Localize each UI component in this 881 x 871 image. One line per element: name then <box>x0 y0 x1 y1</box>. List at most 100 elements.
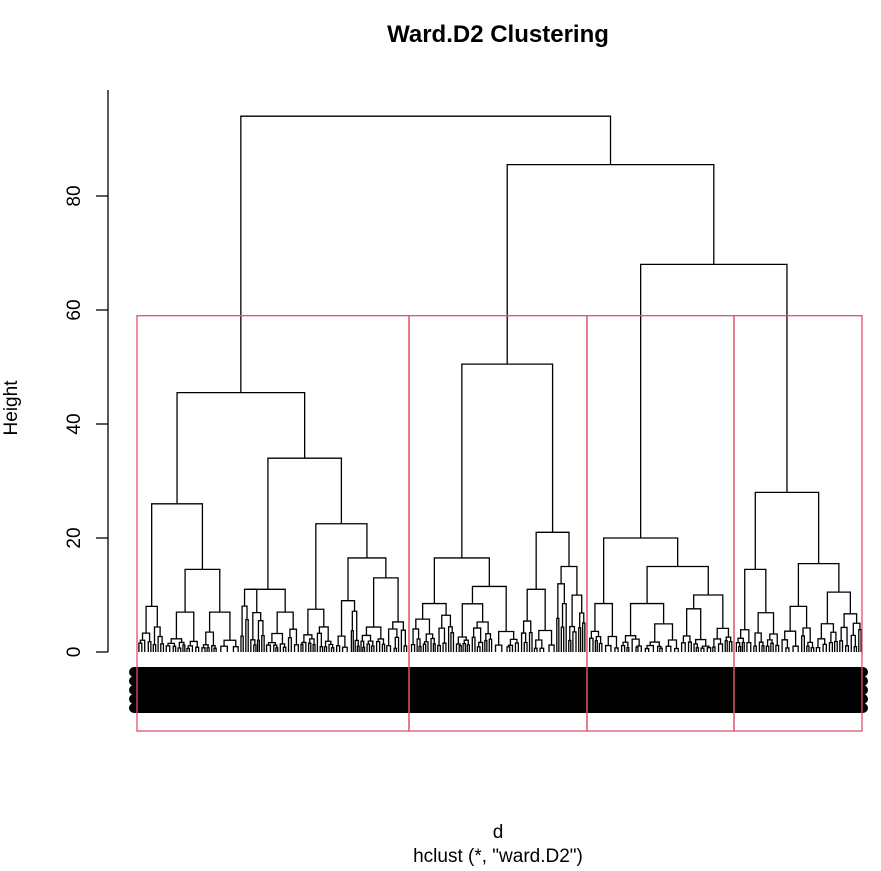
dendrogram-link <box>276 611 294 634</box>
dendrogram-link <box>282 646 287 652</box>
dendrogram-link <box>582 622 586 652</box>
dendrogram-link <box>471 636 476 652</box>
dendrogram-link <box>753 645 757 652</box>
dendrogram-link <box>312 643 316 652</box>
dendrogram-link <box>533 647 538 652</box>
dendrogram-link <box>738 645 742 652</box>
y-tick-label: 0 <box>64 647 85 658</box>
dendrogram-link <box>232 646 239 652</box>
dendrogram-link <box>450 632 455 652</box>
dendrogram-link <box>626 646 630 652</box>
dendrogram-link <box>820 623 835 639</box>
dendrogram-link <box>667 639 678 649</box>
dendrogram-link <box>422 643 427 652</box>
dendrogram-link <box>781 639 789 652</box>
dendrogram-link <box>476 621 489 634</box>
dendrogram-link <box>754 491 820 570</box>
dendrogram-link <box>713 638 722 648</box>
cluster-rectangles <box>136 315 863 732</box>
dendrogram-link <box>509 638 518 646</box>
dendrogram-link <box>766 639 773 647</box>
dendrogram-link <box>526 588 546 631</box>
dendrogram-link <box>186 647 191 652</box>
dendrogram-link <box>336 645 341 652</box>
dendrogram-link <box>350 630 354 652</box>
dendrogram-link <box>815 646 821 652</box>
dendrogram-link <box>687 641 692 652</box>
dendrogram-link <box>147 641 152 652</box>
dendrogram-link <box>367 640 374 647</box>
dendrogram-link <box>245 619 249 652</box>
dendrogram-link <box>717 643 724 652</box>
dendrogram-link <box>761 645 765 652</box>
dendrogram-link <box>488 638 493 652</box>
dendrogram-link <box>201 647 206 652</box>
dendrogram-link <box>410 643 416 652</box>
dendrogram-link <box>539 647 545 652</box>
dendrogram-link <box>172 645 177 652</box>
dendrogram-link <box>602 537 679 604</box>
dendrogram-link <box>205 631 215 646</box>
dendrogram-link <box>152 644 157 652</box>
dendrogram-link <box>400 629 406 652</box>
dendrogram-link <box>620 645 626 652</box>
y-tick-label: 20 <box>64 527 85 548</box>
dendrogram-link <box>240 635 244 652</box>
dendrogram-link <box>356 645 360 652</box>
dendrogram-link <box>801 635 805 652</box>
dendrogram-link <box>622 641 629 648</box>
dendrogram-link <box>372 577 399 628</box>
dendrogram-link <box>315 523 368 610</box>
dendrogram-link <box>629 602 665 636</box>
dendrogram-link <box>418 645 422 652</box>
dendrogram-link <box>341 646 348 652</box>
dendrogram-link <box>572 631 577 652</box>
y-tick-label: 60 <box>64 299 85 320</box>
dendrogram-link <box>478 641 484 652</box>
dendrogram-link <box>535 639 543 649</box>
dendrogram-link <box>457 636 467 645</box>
dendrogram-link <box>165 645 171 652</box>
dendrogram-link <box>644 647 650 652</box>
dendrogram-link <box>568 639 572 652</box>
dendrogram-link <box>319 646 324 652</box>
dendrogram-link <box>441 614 452 629</box>
dendrogram-link <box>498 630 515 646</box>
dendrogram-link <box>273 644 278 652</box>
dendrogram-link <box>184 568 221 613</box>
dendrogram-link <box>744 568 767 630</box>
dendrogram-link <box>265 644 272 652</box>
dendrogram-link <box>323 646 328 652</box>
dendrogram-link <box>695 638 707 647</box>
dendrogram-link <box>701 645 710 649</box>
leaf-label-row <box>129 676 868 686</box>
dendrogram-link <box>604 644 612 652</box>
y-tick-label: 80 <box>64 185 85 206</box>
dendrogram-link <box>724 640 728 652</box>
y-axis-ticks: 0 20 40 60 80 <box>64 185 108 657</box>
dendrogram-link <box>741 641 745 652</box>
y-tick-label: 40 <box>64 413 85 434</box>
dendrogram-link <box>560 565 578 596</box>
dendrogram-link <box>461 363 554 558</box>
dendrogram-link <box>206 647 210 652</box>
dendrogram-link <box>403 645 408 652</box>
dendrogram-link <box>686 608 702 640</box>
dendrogram-link <box>442 642 447 652</box>
dendrogram-link <box>659 647 663 652</box>
dendrogram-link <box>693 643 698 652</box>
dendrogram-link <box>371 645 375 652</box>
leaf-label-row <box>129 667 868 677</box>
dendrogram-link <box>556 617 560 652</box>
dendrogram-link <box>250 588 286 613</box>
dendrogram-link <box>853 646 858 652</box>
dendrogram-link <box>728 641 733 652</box>
dendrogram-link <box>415 618 431 634</box>
dendrogram-link <box>208 611 231 641</box>
dendrogram-link <box>757 612 775 634</box>
dendrogram-link <box>316 632 323 652</box>
dendrogram-link <box>138 642 143 652</box>
dendrogram-link <box>770 642 774 652</box>
dendrogram-link <box>307 608 325 635</box>
